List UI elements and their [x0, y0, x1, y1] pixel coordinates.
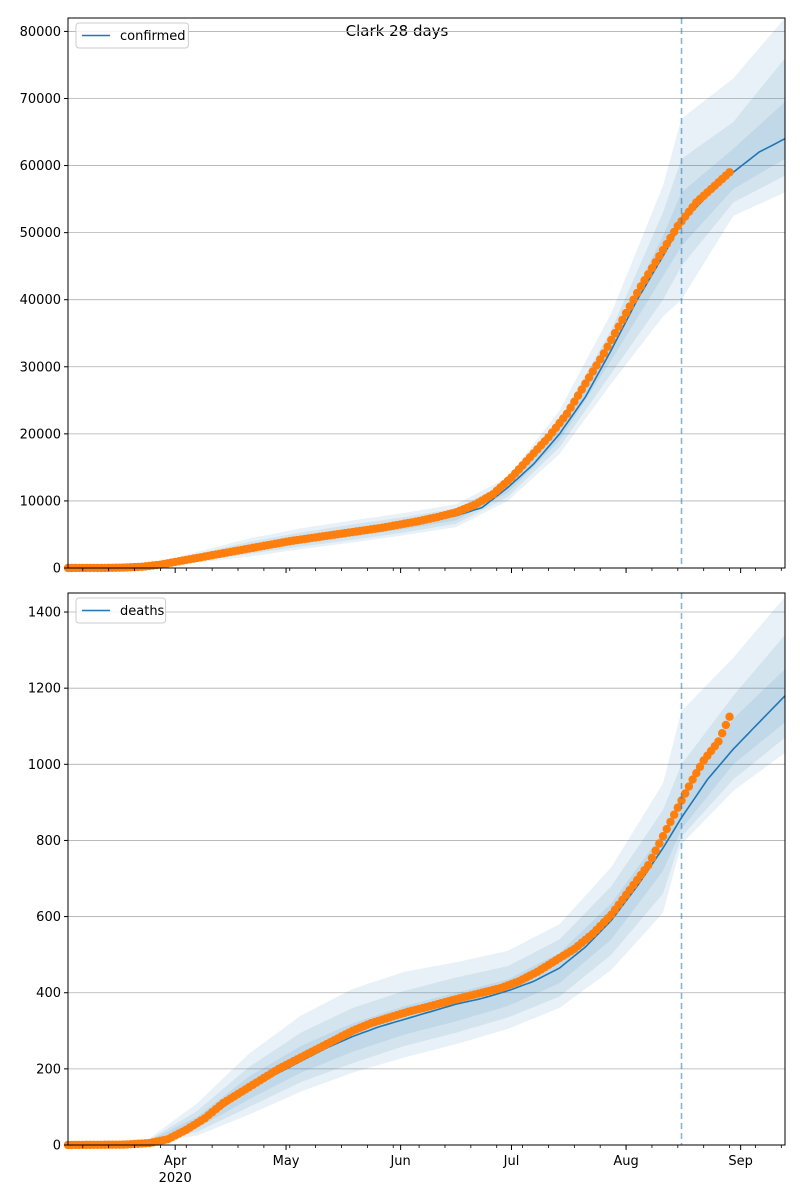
legend-box: [75, 22, 189, 49]
uncertainty-band-outer: [68, 596, 785, 1145]
observed-point: [592, 361, 601, 370]
observed-point: [581, 379, 590, 388]
observed-point: [681, 789, 690, 798]
observed-point: [584, 373, 594, 382]
observed-point: [647, 853, 657, 863]
y-tick-label: 80000: [20, 25, 61, 40]
observed-point: [725, 712, 734, 721]
observed-point: [725, 168, 734, 177]
observed-point: [669, 227, 679, 237]
observed-point: [618, 315, 627, 325]
y-tick-label: 30000: [20, 360, 61, 375]
y-tick-label: 70000: [20, 92, 61, 107]
panel-confirmed: 0 10000 20000 30000 40000 50000 60000 70000 8000…: [20, 17, 786, 577]
x-tick-label: Apr: [164, 1154, 187, 1169]
observed-point: [607, 335, 616, 345]
observed-point: [651, 257, 660, 267]
observed-point: [588, 367, 598, 376]
observed-point: [692, 768, 701, 778]
observed-point: [614, 322, 623, 331]
y-tick-label: 800: [36, 834, 61, 849]
observed-point: [669, 810, 679, 819]
observed-point: [636, 282, 646, 291]
x-tick-label: Sep: [728, 1154, 753, 1169]
uncertainty-band-outer: [68, 18, 785, 568]
figure-title: Clark 28 days: [346, 22, 449, 40]
observed-point: [655, 839, 664, 848]
observed-point: [644, 270, 653, 279]
y-tick-label: 200: [36, 1062, 61, 1077]
observed-point: [577, 385, 586, 394]
observed-point: [566, 403, 575, 412]
y-tick-label: 0: [53, 562, 61, 577]
y-tick-label: 0: [53, 1139, 61, 1154]
plot-frame: [67, 17, 786, 569]
observed-point: [570, 397, 579, 406]
y-tick-label: 20000: [20, 427, 61, 442]
observed-point: [658, 832, 668, 841]
x-tick-sublabel: 2020: [159, 1171, 192, 1186]
x-tick-label: May: [273, 1154, 300, 1169]
observed-point: [647, 263, 657, 273]
observed-point: [610, 329, 620, 338]
observed-point: [655, 251, 664, 261]
observed-point: [644, 860, 653, 870]
y-tick-label: 10000: [20, 494, 61, 509]
observed-point: [562, 409, 572, 418]
y-tick-label: 1200: [28, 682, 61, 697]
observed-point: [721, 720, 731, 730]
observed-point: [658, 245, 668, 255]
observed-point: [599, 349, 609, 358]
observed-point: [677, 796, 686, 805]
observed-point: [629, 295, 638, 304]
observed-point: [714, 737, 723, 746]
y-tick-label: 400: [36, 986, 61, 1001]
observed-point: [596, 355, 605, 364]
legend-box: [75, 597, 167, 624]
observed-point: [684, 782, 694, 791]
observed-point: [673, 803, 683, 812]
observed-point: [621, 308, 631, 318]
legend: deaths: [75, 597, 167, 624]
x-tick-label: Jun: [389, 1154, 410, 1169]
legend-label: deaths: [120, 604, 165, 619]
observed-point: [625, 302, 634, 311]
y-tick-label: 1400: [28, 606, 61, 621]
observed-point: [573, 391, 583, 400]
legend-label: confirmed: [120, 29, 186, 44]
y-tick-label: 50000: [20, 226, 61, 241]
panel-deaths: 0 200 400 600 800 1000 1200 1400 Apr 2020 May Jun Ju…: [28, 592, 786, 1186]
observed-point: [695, 762, 705, 772]
observed-point: [666, 233, 675, 243]
plot-frame: [67, 592, 786, 1146]
observed-point: [632, 288, 642, 298]
observed-point: [662, 824, 671, 834]
observed-point: [666, 817, 675, 827]
observed-point: [640, 276, 649, 285]
y-tick-label: 1000: [28, 758, 61, 773]
y-tick-label: 40000: [20, 293, 61, 308]
observed-point: [662, 239, 671, 249]
legend: confirmed: [75, 22, 189, 49]
y-tick-label: 600: [36, 910, 61, 925]
uncertainty-band-middle: [68, 58, 785, 568]
y-tick-label: 60000: [20, 159, 61, 174]
observed-point: [717, 729, 727, 738]
observed-point: [651, 846, 660, 855]
observed-point: [688, 775, 697, 784]
x-tick-label: Aug: [613, 1154, 638, 1169]
x-tick-label: Jul: [503, 1154, 520, 1169]
observed-point: [603, 342, 612, 351]
uncertainty-band-middle: [68, 634, 785, 1145]
